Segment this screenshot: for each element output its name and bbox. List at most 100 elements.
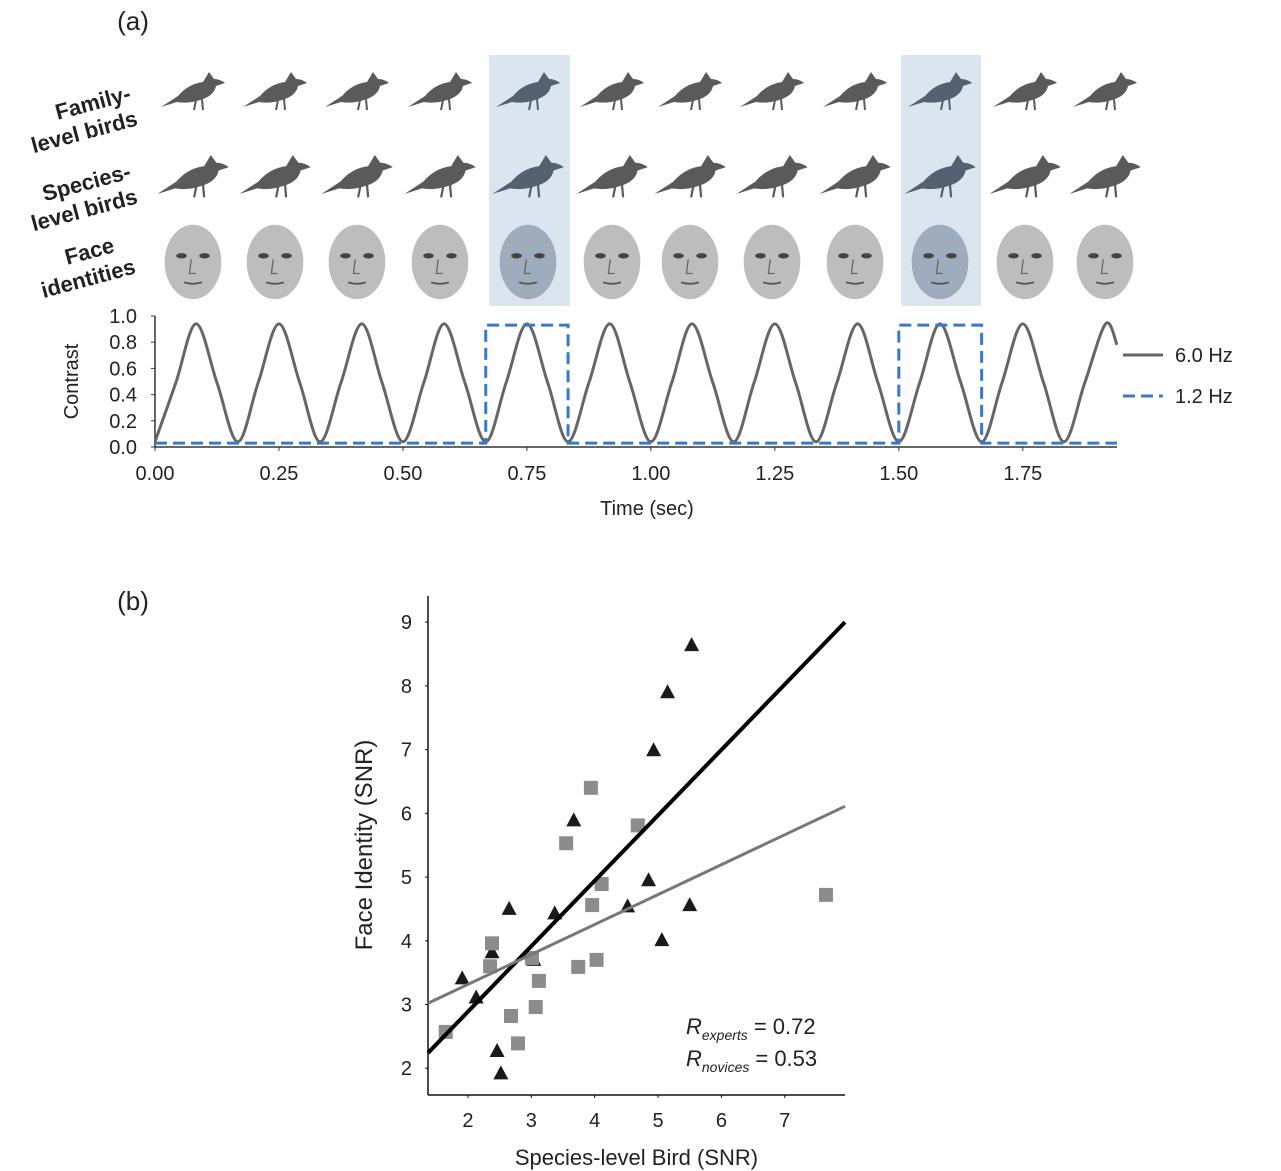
bird-image (821, 70, 889, 112)
triangle-point (484, 944, 500, 959)
bird-image (988, 153, 1062, 199)
x-tick-label: 6 (716, 1110, 727, 1132)
face-image (327, 223, 387, 301)
face-image (1075, 223, 1135, 301)
triangle-point (641, 872, 657, 887)
annotation-part: = 0.72 (754, 1014, 816, 1039)
annotation-part: novices (702, 1059, 749, 1075)
regression-line (426, 620, 847, 1055)
y-tick-label: 0.2 (109, 411, 137, 433)
triangle-point (682, 897, 698, 912)
bird-image (1068, 153, 1142, 199)
line-series (153, 321, 1119, 444)
face-image (163, 223, 223, 301)
bird-image (735, 153, 809, 199)
bird-image (403, 153, 477, 199)
y-tick-label: 9 (401, 612, 412, 634)
y-tick-label: 8 (401, 676, 412, 698)
x-tick-label: 4 (589, 1110, 600, 1132)
annotation: Rnovices = 0.53 (686, 1046, 817, 1075)
annotation-part: = 0.53 (755, 1046, 817, 1071)
x-tick-label: 5 (652, 1110, 663, 1132)
face-image (582, 223, 642, 301)
regression-line (427, 804, 846, 1005)
triangle-point (501, 900, 517, 915)
triangle-point (646, 742, 662, 757)
y-axis-label: Face Identity (SNR) (351, 740, 378, 951)
y-tick-label: 0.0 (109, 437, 137, 459)
face-image (660, 223, 720, 301)
triangle-point (454, 970, 470, 985)
x-axis-label: Time (sec) (600, 498, 694, 520)
face-image (410, 223, 470, 301)
bird-image (656, 70, 724, 112)
bird-image (575, 153, 649, 199)
x-tick-label: 0.25 (260, 463, 299, 485)
annotation-part: R (686, 1046, 702, 1071)
x-tick-label: 0.50 (383, 463, 422, 485)
face-image (742, 223, 802, 301)
x-tick-label: 1.25 (755, 463, 794, 485)
square-point (483, 959, 498, 974)
y-tick-label: 6 (401, 803, 412, 825)
square-point (594, 877, 609, 892)
y-tick-label: 4 (401, 931, 412, 953)
bird-image (241, 70, 309, 112)
y-tick-label: 0.6 (109, 358, 137, 380)
triangle-point (654, 932, 670, 947)
y-tick-label: 5 (401, 867, 412, 889)
x-tick-label: 7 (779, 1110, 790, 1132)
x-tick-label: 1.50 (879, 463, 918, 485)
square-point (531, 973, 546, 988)
bird-image (406, 70, 474, 112)
annotation-part: R (686, 1014, 702, 1039)
y-tick-label: 1.0 (109, 306, 137, 328)
y-tick-label: 3 (401, 995, 412, 1017)
panel-label: (a) (117, 6, 149, 36)
panel-label: (b) (117, 586, 149, 616)
x-axis-label: Species-level Bird (SNR) (515, 1145, 758, 1170)
x-tick-label: 1.75 (1003, 463, 1042, 485)
bird-image (320, 153, 394, 199)
triangle-point (489, 1043, 505, 1058)
x-tick-label: 0.00 (136, 463, 175, 485)
bird-image (238, 153, 312, 199)
triangle-point (493, 1065, 509, 1080)
bird-image (578, 70, 646, 112)
x-tick-label: 3 (526, 1110, 537, 1132)
annotation: Rexperts = 0.72 (686, 1014, 816, 1043)
stimulus-images (156, 55, 1142, 306)
y-tick-label: 0.4 (109, 385, 137, 407)
face-image (910, 223, 970, 301)
legend-label: 6.0 Hz (1175, 345, 1233, 367)
y-tick-label: 2 (401, 1058, 412, 1080)
face-image (498, 223, 558, 301)
bird-image (159, 70, 227, 112)
bird-image (653, 153, 727, 199)
bird-image (1071, 70, 1139, 112)
annotation-part: experts (702, 1027, 748, 1043)
triangle-point (620, 898, 636, 913)
line-series (155, 323, 1117, 445)
x-tick-label: 2 (462, 1110, 473, 1132)
legend-label: 1.2 Hz (1175, 386, 1233, 408)
bird-image (738, 70, 806, 112)
square-point (485, 936, 500, 951)
bird-image (323, 70, 391, 112)
triangle-point (684, 637, 700, 652)
y-tick-label: 7 (401, 740, 412, 762)
square-point (583, 780, 598, 795)
bird-image (991, 70, 1059, 112)
triangle-point (566, 812, 582, 827)
square-point (630, 818, 645, 833)
bird-image (156, 153, 230, 199)
triangle-point (660, 684, 676, 699)
bird-image (818, 153, 892, 199)
square-point (559, 836, 574, 851)
y-tick-label: 0.8 (109, 332, 137, 354)
y-axis-label: Contrast (61, 343, 83, 419)
square-point (504, 1008, 519, 1023)
face-image (995, 223, 1055, 301)
